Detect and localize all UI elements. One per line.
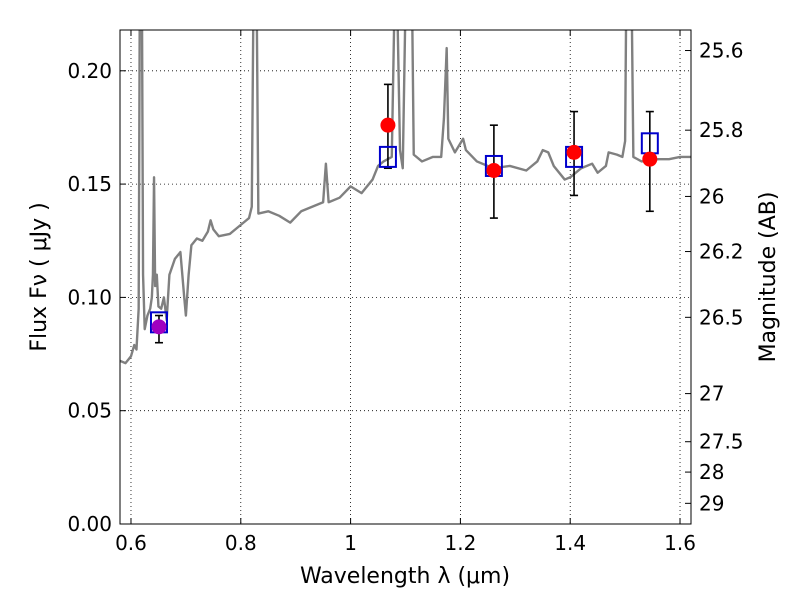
mag-tick-label: 27 (699, 382, 724, 406)
x-tick-label: 0.6 (115, 531, 147, 555)
x-tick-label: 1.2 (444, 531, 476, 555)
mag-tick-label: 25.6 (699, 39, 744, 63)
y-tick-label: 0.05 (67, 399, 112, 423)
y-tick-label: 0.15 (67, 172, 112, 196)
y-tick-label: 0.00 (67, 512, 112, 536)
x-tick-label: 1.4 (554, 531, 586, 555)
y-axis-label: Flux Fν ( μJy ) (27, 202, 52, 351)
x-tick-label: 1.6 (664, 531, 696, 555)
mag-tick-label: 25.8 (699, 118, 744, 142)
x-tick-label: 0.8 (225, 531, 257, 555)
mag-tick-label: 27.5 (699, 430, 744, 454)
observed-circle-marker (486, 162, 502, 178)
plot-frame (119, 29, 692, 525)
y-tick-label: 0.10 (67, 285, 112, 309)
x-tick-label: 1 (344, 531, 357, 555)
model-square-marker (378, 145, 397, 168)
observed-circle-marker (151, 319, 167, 335)
y-tick-label: 0.20 (67, 59, 112, 83)
observed-circle-marker (380, 117, 396, 133)
plot-area (120, 30, 691, 365)
mag-tick-label: 26.2 (699, 240, 744, 264)
mag-tick-label: 26.5 (699, 305, 744, 329)
observed-circle-marker (642, 151, 658, 167)
spectrum-line (120, 30, 691, 365)
observed-circle-marker (566, 144, 582, 160)
right-axis-label: Magnitude (AB) (756, 192, 781, 363)
x-axis-label: Wavelength λ (μm) (300, 564, 510, 589)
mag-tick-label: 28 (699, 460, 724, 484)
axes: 0.6 0.8 1 1.2 1.4 1.6 0.00 0.05 0.10 0.15 0.20 25.6… (67, 30, 744, 555)
mag-tick-label: 29 (699, 491, 724, 515)
mag-tick-label: 26 (699, 184, 724, 208)
